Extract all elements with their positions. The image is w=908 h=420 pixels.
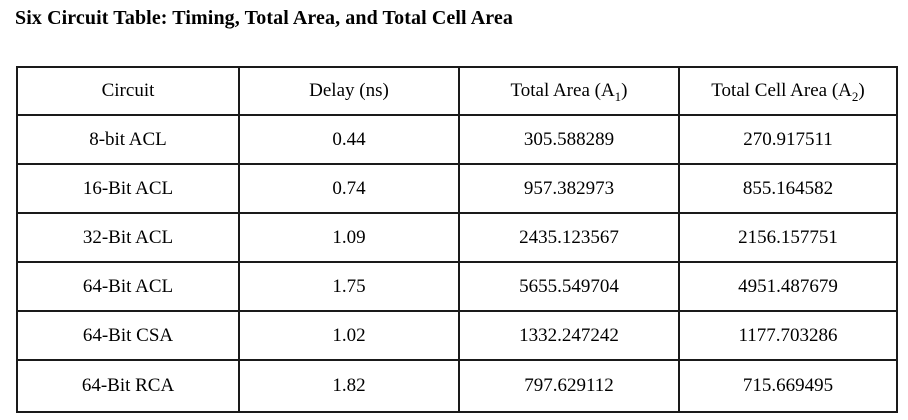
header-row: Circuit Delay (ns) Total Area (A1) Total…: [16, 66, 898, 116]
cell-total-cell-area: 855.164582: [678, 163, 898, 214]
header-delay: Delay (ns): [238, 66, 460, 116]
header-total-cell-area: Total Cell Area (A2): [678, 66, 898, 116]
header-total-area-sub: 1: [614, 88, 622, 104]
table-row: 64-Bit RCA 1.82 797.629112 715.669495: [16, 359, 898, 413]
cell-circuit: 16-Bit ACL: [16, 163, 240, 214]
page-title: Six Circuit Table: Timing, Total Area, a…: [15, 7, 513, 29]
circuit-table: Circuit Delay (ns) Total Area (A1) Total…: [16, 66, 898, 413]
cell-delay: 1.09: [238, 212, 460, 263]
header-total-area-post: ): [621, 80, 628, 101]
header-total-area: Total Area (A1): [458, 66, 680, 116]
cell-total-cell-area: 715.669495: [678, 359, 898, 413]
header-circuit: Circuit: [16, 66, 240, 116]
cell-total-cell-area: 2156.157751: [678, 212, 898, 263]
header-total-cell-area-sub: 2: [851, 88, 859, 104]
cell-circuit: 8-bit ACL: [16, 114, 240, 165]
table-row: 64-Bit ACL 1.75 5655.549704 4951.487679: [16, 261, 898, 312]
cell-total-area: 5655.549704: [458, 261, 680, 312]
header-delay-label: Delay (ns): [309, 80, 389, 101]
table-row: 8-bit ACL 0.44 305.588289 270.917511: [16, 114, 898, 165]
cell-total-cell-area: 270.917511: [678, 114, 898, 165]
header-total-area-label: Total Area (A: [510, 80, 615, 101]
cell-total-area: 797.629112: [458, 359, 680, 413]
cell-total-area: 2435.123567: [458, 212, 680, 263]
header-total-cell-area-post: ): [858, 80, 865, 101]
header-circuit-label: Circuit: [101, 80, 155, 101]
cell-total-area: 957.382973: [458, 163, 680, 214]
cell-total-area: 1332.247242: [458, 310, 680, 361]
table-row: 64-Bit CSA 1.02 1332.247242 1177.703286: [16, 310, 898, 361]
cell-total-cell-area: 4951.487679: [678, 261, 898, 312]
cell-delay: 1.82: [238, 359, 460, 413]
cell-circuit: 64-Bit RCA: [16, 359, 240, 413]
cell-total-area: 305.588289: [458, 114, 680, 165]
cell-delay: 0.44: [238, 114, 460, 165]
cell-circuit: 64-Bit CSA: [16, 310, 240, 361]
cell-delay: 0.74: [238, 163, 460, 214]
table-row: 32-Bit ACL 1.09 2435.123567 2156.157751: [16, 212, 898, 263]
cell-total-cell-area: 1177.703286: [678, 310, 898, 361]
cell-circuit: 64-Bit ACL: [16, 261, 240, 312]
cell-delay: 1.02: [238, 310, 460, 361]
header-total-cell-area-label: Total Cell Area (A: [711, 80, 852, 101]
cell-circuit: 32-Bit ACL: [16, 212, 240, 263]
table-row: 16-Bit ACL 0.74 957.382973 855.164582: [16, 163, 898, 214]
cell-delay: 1.75: [238, 261, 460, 312]
table-header: Circuit Delay (ns) Total Area (A1) Total…: [16, 66, 898, 116]
table-body: 8-bit ACL 0.44 305.588289 270.917511 16-…: [16, 114, 898, 413]
